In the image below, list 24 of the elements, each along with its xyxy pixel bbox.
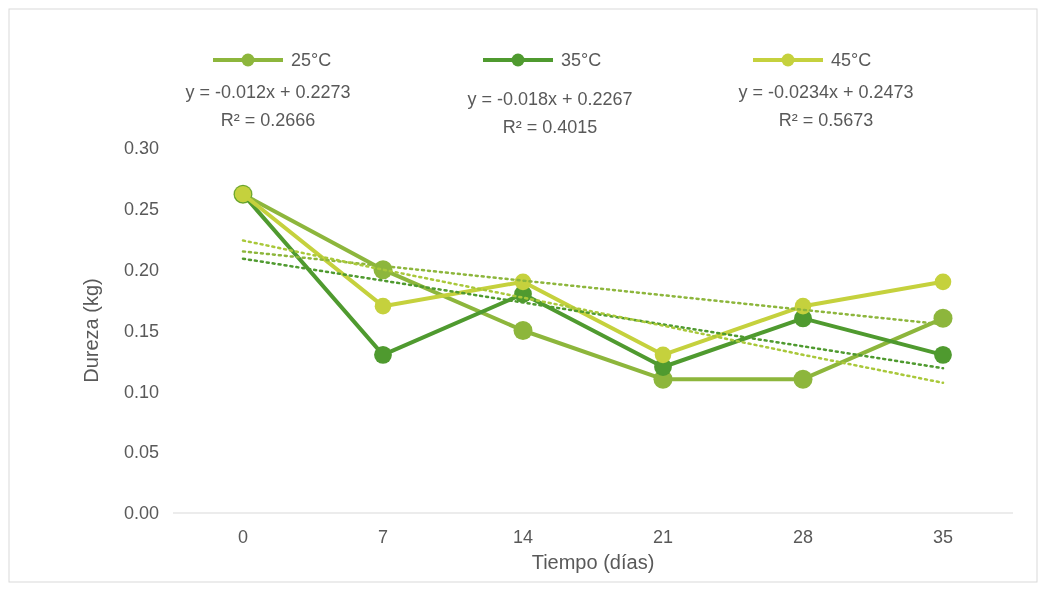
text: y = -0.018x + 0.2267 bbox=[467, 89, 633, 109]
x-tick-label: 35 bbox=[932, 527, 954, 547]
y-tick-label: 0.25 bbox=[123, 199, 159, 220]
y-tick-label: 0.05 bbox=[123, 442, 159, 463]
y-tick-label: 0.30 bbox=[123, 138, 159, 159]
legend-label: 35°C bbox=[561, 50, 602, 71]
y-tick-label: 0.00 bbox=[123, 503, 159, 524]
x-tick-label: 21 bbox=[652, 527, 674, 547]
text: R² = 0.5673 bbox=[778, 110, 874, 130]
text: y = -0.012x + 0.2273 bbox=[185, 82, 351, 102]
x-tick-label: 28 bbox=[792, 527, 814, 547]
x-tick-label: 0 bbox=[237, 527, 249, 547]
y-tick-label: 0.20 bbox=[123, 259, 159, 280]
legend-label: 25°C bbox=[291, 50, 332, 71]
x-tick-label: 14 bbox=[512, 527, 534, 547]
x-tick-label: 7 bbox=[377, 527, 389, 547]
x-axis-title: Tiempo (días) bbox=[531, 551, 655, 573]
y-tick-label: 0.10 bbox=[123, 381, 159, 402]
y-tick-label: 0.15 bbox=[123, 320, 159, 341]
text: y = -0.0234x + 0.2473 bbox=[738, 82, 914, 102]
text: R² = 0.4015 bbox=[502, 117, 598, 137]
legend-label: 45°C bbox=[831, 50, 872, 71]
text: R² = 0.2666 bbox=[220, 110, 316, 130]
y-axis-title: Dureza (kg) bbox=[80, 278, 102, 383]
